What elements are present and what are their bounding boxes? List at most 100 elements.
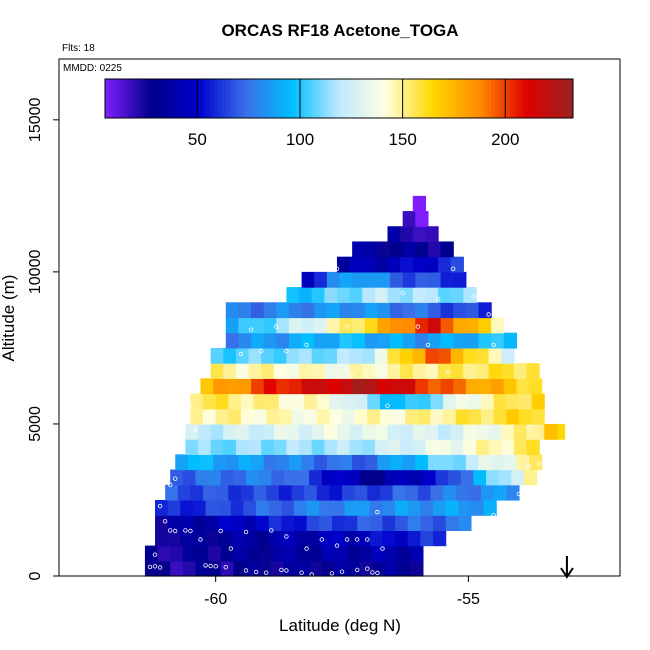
colorbar-segment xyxy=(241,79,246,118)
heatmap-cell xyxy=(367,408,381,425)
heatmap-cell xyxy=(402,211,416,227)
colorbar-segment xyxy=(417,79,422,118)
heatmap-cell xyxy=(200,378,214,395)
heatmap-cell xyxy=(440,271,454,288)
sample-point xyxy=(466,257,471,262)
colorbar-segment xyxy=(159,79,164,118)
heatmap-cell xyxy=(316,393,330,410)
colorbar-segment xyxy=(354,79,359,118)
heatmap-cell xyxy=(453,332,467,349)
heatmap-cell xyxy=(493,484,507,501)
heatmap-cell xyxy=(435,469,449,486)
colorbar-segment xyxy=(491,79,496,118)
heatmap-cell xyxy=(352,302,366,319)
heatmap-cell xyxy=(218,530,232,547)
heatmap-cell xyxy=(415,211,429,227)
heatmap-cell xyxy=(415,271,429,288)
heatmap-cell xyxy=(488,347,502,364)
heatmap-cell xyxy=(390,454,404,471)
heatmap-cell xyxy=(440,332,454,349)
heatmap-cell xyxy=(463,439,477,455)
heatmap-cell xyxy=(258,560,272,577)
heatmap-cell xyxy=(248,439,262,455)
heatmap-cell xyxy=(364,332,379,349)
heatmap-cell xyxy=(192,515,207,531)
heatmap-cell xyxy=(319,499,333,516)
colorbar-segment xyxy=(307,79,313,118)
heatmap-cell xyxy=(195,469,209,486)
heatmap-cell xyxy=(347,560,361,577)
heatmap-cell xyxy=(321,545,336,562)
heatmap-cell xyxy=(220,545,234,562)
heatmap-cell xyxy=(362,439,376,455)
heatmap-cell xyxy=(387,363,401,379)
heatmap-cell xyxy=(235,423,250,440)
heatmap-cell xyxy=(397,560,411,577)
heatmap-cell xyxy=(233,545,247,562)
heatmap-cell xyxy=(427,378,442,395)
heatmap-cell xyxy=(336,287,351,303)
colorbar-segment xyxy=(428,79,434,118)
heatmap-cell xyxy=(344,530,358,547)
heatmap-cell xyxy=(518,393,533,410)
heatmap-cell xyxy=(425,226,439,243)
axes: -60 -55 0 5000 10000 15000 xyxy=(27,97,480,608)
heatmap-cell xyxy=(392,484,406,501)
colorbar-segment xyxy=(331,79,336,118)
colorbar-segment xyxy=(155,79,161,118)
heatmap-cell xyxy=(425,287,439,303)
heatmap-cell xyxy=(314,332,328,349)
colorbar-segment xyxy=(214,79,219,118)
heatmap-cell xyxy=(334,469,348,486)
heatmap-cell xyxy=(387,226,401,243)
heatmap-cell xyxy=(266,393,280,410)
sample-point xyxy=(248,327,254,332)
colorbar-segment xyxy=(510,79,515,118)
colorbar-tick-label: 200 xyxy=(491,130,519,149)
heatmap-cell xyxy=(263,332,277,349)
heatmap-cell xyxy=(258,469,272,486)
heatmap-cell xyxy=(281,515,295,531)
heatmap-cell xyxy=(314,317,328,334)
heatmap-cell xyxy=(450,423,464,440)
heatmap-cell xyxy=(283,469,298,486)
colorbar-segment xyxy=(186,79,192,118)
heatmap-cell xyxy=(390,241,404,258)
heatmap-cell xyxy=(420,515,434,531)
heatmap-cell xyxy=(271,560,285,577)
sample-point xyxy=(304,342,309,348)
heatmap-cell xyxy=(228,393,242,410)
heatmap-cell xyxy=(326,454,341,471)
heatmap-cell xyxy=(405,393,419,410)
colorbar-segment xyxy=(452,79,457,118)
heatmap-cell xyxy=(427,271,442,288)
heatmap-cell xyxy=(379,484,394,501)
colorbar-tick-label: 150 xyxy=(388,130,416,149)
heatmap-cell xyxy=(387,439,401,455)
sample-point xyxy=(279,567,284,573)
sample-point xyxy=(284,534,289,539)
heatmap-cell xyxy=(415,317,429,334)
heatmap-cell xyxy=(213,378,227,395)
sample-point xyxy=(344,537,350,542)
colorbar: 50 100 150 200 xyxy=(104,78,574,149)
heatmap-cell xyxy=(354,393,368,410)
heatmap-cell xyxy=(291,408,305,425)
heatmap-cell xyxy=(493,393,507,410)
colorbar-segment xyxy=(147,79,153,118)
heatmap-cell xyxy=(390,378,404,395)
heatmap-cell xyxy=(400,256,414,273)
heatmap-cell xyxy=(175,454,189,471)
y-axis-title: Altitude (m) xyxy=(0,275,18,362)
sample-point xyxy=(486,312,491,317)
heatmap-cell xyxy=(362,363,376,379)
sample-point xyxy=(243,568,249,573)
heatmap-cell xyxy=(240,408,255,425)
colorbar-segment xyxy=(105,79,110,118)
sample-point xyxy=(269,528,274,533)
heatmap-cell xyxy=(339,271,353,288)
heatmap-cell xyxy=(488,363,502,379)
heatmap-cell xyxy=(213,454,227,471)
heatmap-cell xyxy=(311,363,325,379)
colorbar-segment xyxy=(530,79,535,118)
